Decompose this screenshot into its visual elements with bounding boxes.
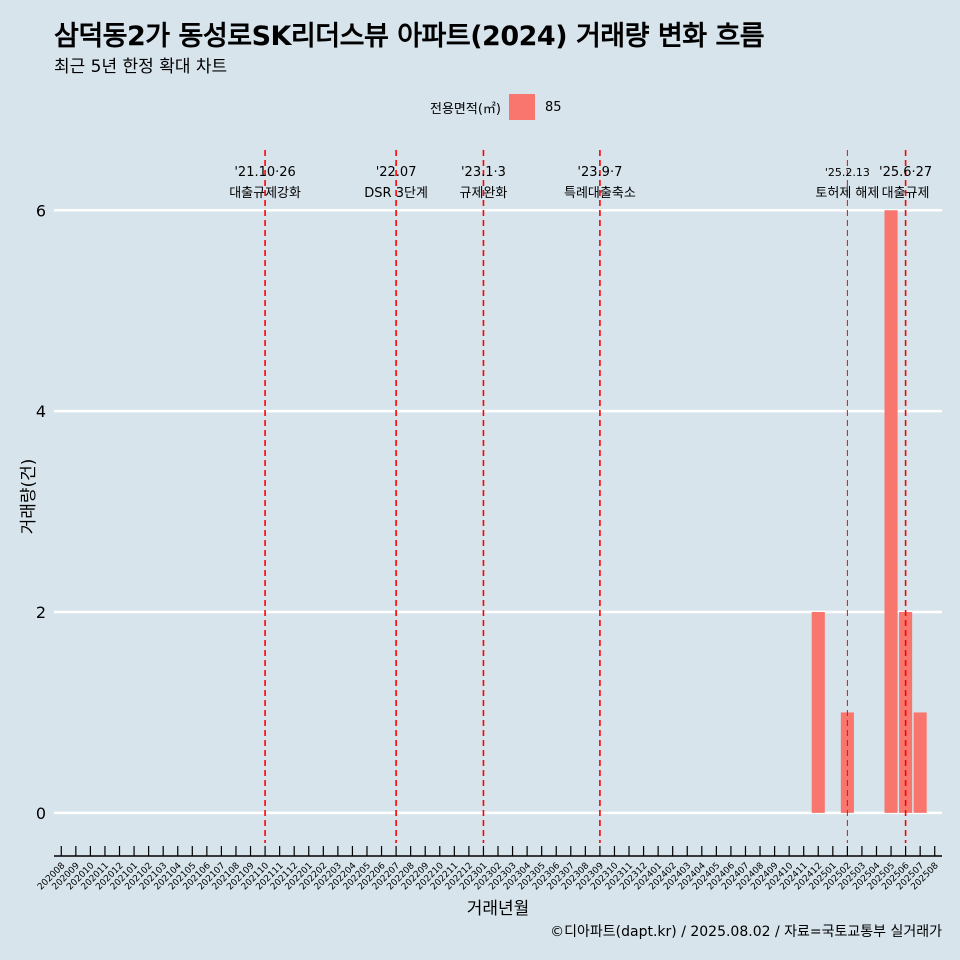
annotation-label: 대출규제 [882, 186, 930, 201]
y-tick-label: 2 [36, 603, 46, 622]
annotation-date: '23.9·7 [577, 165, 622, 180]
legend-title: 전용면적(㎡) [430, 101, 501, 117]
x-axis-title: 거래년월 [467, 899, 530, 919]
annotation-date: '22.07 [376, 165, 417, 180]
annotation-date: '23.1·3 [461, 165, 506, 180]
y-tick-label: 4 [36, 402, 46, 421]
chart-title: 삼덕동2가 동성로SK리더스뷰 아파트(2024) 거래량 변화 흐름 [54, 21, 765, 52]
bar [913, 712, 927, 813]
annotation-label: 토허제 해제 [815, 186, 879, 201]
y-tick-label: 6 [36, 201, 46, 220]
bar [811, 612, 825, 813]
annotation-label: DSR 3단계 [364, 186, 428, 201]
annotation-date: '25.2.13 [825, 166, 870, 179]
y-axis-title: 거래량(건) [19, 459, 39, 535]
annotation-date: '25.6·27 [879, 165, 932, 180]
legend-swatch [508, 94, 535, 120]
legend-label: 85 [544, 99, 562, 115]
legend: 전용면적(㎡) 85 [430, 94, 562, 120]
bar [884, 210, 898, 813]
annotation-label: 규제완화 [460, 186, 508, 201]
annotation-date: '21.10·26 [234, 165, 295, 180]
chart-subtitle: 최근 5년 한정 확대 차트 [54, 57, 228, 77]
annotation-label: 특례대출축소 [564, 186, 636, 201]
annotation-label: 대출규제강화 [229, 186, 301, 201]
y-tick-label: 0 [36, 804, 46, 823]
caption: ©디아파트(dapt.kr) / 2025.08.02 / 자료=국토교통부 실… [550, 924, 942, 940]
